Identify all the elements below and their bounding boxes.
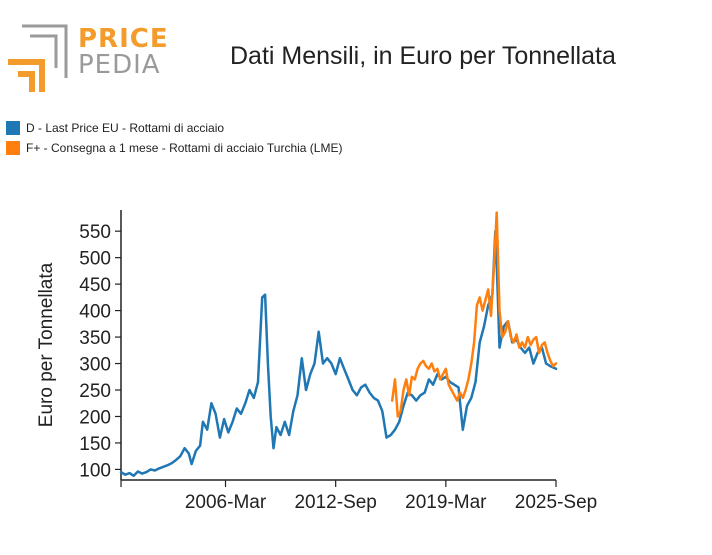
legend-item-turkey[interactable]: F+ - Consegna a 1 mese - Rottami di acci… xyxy=(6,138,342,158)
legend-swatch-orange xyxy=(6,141,20,155)
x-tick-label-2006-Mar: 2006-Mar xyxy=(185,492,267,513)
y-tick-label-400: 400 xyxy=(79,302,111,323)
logo-pedia-text: PEDIA xyxy=(78,50,161,80)
legend-label-turkey: F+ - Consegna a 1 mese - Rottami di acci… xyxy=(26,141,343,155)
legend-swatch-blue xyxy=(6,121,20,135)
legend-item-eu[interactable]: D - Last Price EU - Rottami di acciaio xyxy=(6,118,342,138)
y-tick-label-300: 300 xyxy=(79,355,111,376)
chart-title: Dati Mensili, in Euro per Tonnellata xyxy=(230,42,616,70)
x-tick-label-2025-Sep: 2025-Sep xyxy=(515,492,597,513)
legend: D - Last Price EU - Rottami di acciaio F… xyxy=(6,118,342,158)
series-line-turkey xyxy=(390,211,558,418)
x-tick-label-2012-Sep: 2012-Sep xyxy=(294,492,376,513)
x-tick-label-2019-Mar: 2019-Mar xyxy=(405,492,487,513)
y-axis-title: Euro per Tonnellata xyxy=(36,262,57,427)
series-line-eu xyxy=(119,229,558,478)
y-tick-label-200: 200 xyxy=(79,407,111,428)
y-tick-label-250: 250 xyxy=(79,381,111,402)
y-tick-label-450: 450 xyxy=(79,275,111,296)
legend-label-eu: D - Last Price EU - Rottami di acciaio xyxy=(26,121,225,135)
y-tick-label-550: 550 xyxy=(79,222,111,243)
y-tick-label-100: 100 xyxy=(79,460,111,481)
logo-price-text: PRICE xyxy=(78,24,169,54)
y-tick-label-350: 350 xyxy=(79,328,111,349)
y-tick-label-150: 150 xyxy=(79,434,111,455)
y-tick-label-500: 500 xyxy=(79,249,111,270)
pricepedia-logo: PRICE PEDIA xyxy=(8,22,168,92)
logo-mark-icon xyxy=(8,24,68,92)
